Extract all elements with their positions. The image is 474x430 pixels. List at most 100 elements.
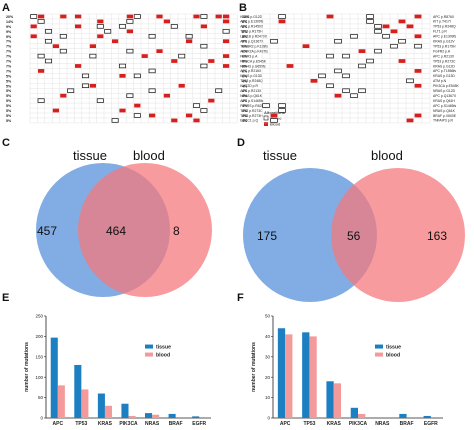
y-tick-label: 30 <box>265 354 271 359</box>
y-tick-label: 20 <box>265 375 271 380</box>
mutation-cell-blood <box>112 39 119 44</box>
y-tick-label: 250 <box>35 314 43 319</box>
mutation-cell-tissue <box>45 38 52 44</box>
y-tick-label: 0 <box>267 416 270 421</box>
bar-tissue <box>277 328 286 418</box>
panel-letter-f: F <box>237 292 244 304</box>
row-gene-label: FGFR3 p.A <box>240 54 258 58</box>
row-gene-label: APC p.T1556fs <box>433 69 456 73</box>
mutation-cell-tissue <box>96 24 104 29</box>
mutation-cell-tissue <box>133 14 141 19</box>
venn-d-right-count: 163 <box>427 229 447 243</box>
mutation-cell-tissue <box>89 53 97 59</box>
row-percent: 7% <box>6 55 12 59</box>
row-percent: 4% <box>242 89 248 93</box>
mutation-cell-tissue <box>133 73 141 79</box>
row-percent: 12% <box>242 15 250 19</box>
mutation-cell-tissue <box>334 68 342 74</box>
mutation-cell-blood <box>223 19 230 24</box>
mutation-cell-tissue <box>30 14 38 19</box>
mutation-cell-blood <box>97 34 104 39</box>
venn-d-blood-circle <box>331 168 465 302</box>
mutation-cell-tissue <box>126 93 134 98</box>
mutation-cell-tissue <box>278 14 286 19</box>
row-percent: 5% <box>6 84 12 88</box>
x-tick-label: PIK3CA <box>349 421 368 427</box>
mutation-cell-blood <box>358 49 366 53</box>
mutation-cell-blood <box>310 78 318 83</box>
mutation-cell-blood <box>186 113 193 118</box>
mutation-cell-tissue <box>59 34 67 39</box>
row-percent: 7% <box>6 69 12 73</box>
mutation-cell-tissue <box>45 58 52 64</box>
y-tick-label: 10 <box>265 395 271 400</box>
venn-c: tissue blood 457 464 8 <box>36 148 212 297</box>
row-gene-label: KMT2D p.R <box>240 84 258 88</box>
row-gene-label: APC p.Q1367X <box>433 94 457 98</box>
row-gene-label: NRAS p.Q61K <box>240 94 263 98</box>
row-gene-label: PIK3CA p.E545K <box>433 84 460 88</box>
mutation-cell-blood <box>223 39 230 44</box>
y-tick-label: 50 <box>38 395 44 400</box>
row-gene-label: ATM p.N <box>433 79 447 83</box>
mutation-cell-blood <box>223 14 230 19</box>
row-gene-label: LRP1B p.R2470X <box>240 35 268 39</box>
row-percent: 7% <box>6 40 12 44</box>
mutation-cell-blood <box>163 93 170 98</box>
mutation-cell-blood <box>126 14 133 19</box>
oncoprint-a: 20% KRAS p.G12D 14% APC p.E1309fs 9% APC p.R1… <box>6 13 286 127</box>
x-tick-label: PIK3CA <box>119 421 138 427</box>
mutation-cell-tissue <box>37 98 45 103</box>
legend-label-blood: blood <box>386 353 400 359</box>
row-gene-label: APC p.E1309fs <box>433 35 456 39</box>
mutation-cell-blood <box>223 54 230 58</box>
mutation-cell-blood <box>141 54 148 58</box>
row-percent: 5% <box>6 114 12 118</box>
bar-tissue <box>192 416 200 418</box>
mutation-cell-tissue <box>178 53 186 59</box>
mutation-cell-blood <box>119 74 126 78</box>
legend-label-tissue: tissue <box>156 345 171 351</box>
bar-tissue <box>145 413 153 418</box>
mutation-cell-blood <box>200 24 207 29</box>
row-percent: 5% <box>6 79 12 83</box>
mutation-cell-tissue <box>366 19 374 24</box>
row-percent: 4% <box>242 84 248 88</box>
venn-c-left-count: 457 <box>37 224 57 238</box>
mutation-cell-tissue <box>278 108 286 113</box>
mutation-cell-tissue <box>374 24 382 29</box>
row-gene-label: KRAS p.G12V <box>433 40 455 44</box>
row-gene-label: TGFBR2 p.K128fs <box>240 44 268 48</box>
venn-d-overlap-count: 56 <box>347 229 361 243</box>
row-gene-label: TP53 p.R273C <box>433 59 456 63</box>
row-gene-label: TP53 p.R248Q <box>240 79 263 83</box>
mutation-cell-tissue <box>215 88 223 93</box>
row-gene-label: KRAS p.G12D <box>240 15 262 19</box>
mutation-cell-blood <box>52 44 59 49</box>
row-percent: 5% <box>6 119 12 123</box>
mutation-cell-tissue <box>358 88 366 93</box>
legend-label-tissue: tissue <box>386 345 401 351</box>
mutation-cell-blood <box>326 14 334 19</box>
panel-letter-d: D <box>237 137 245 149</box>
mutation-cell-blood <box>414 34 422 39</box>
mutation-cell-tissue <box>148 34 156 39</box>
row-percent: 5% <box>6 89 12 93</box>
mutation-cell-blood <box>60 93 67 98</box>
mutation-cell-tissue <box>67 88 75 93</box>
mutation-cell-blood <box>171 59 178 63</box>
mutation-cell-blood <box>406 24 414 29</box>
row-gene-label: TP53 p.R248Q <box>433 25 456 29</box>
row-gene-label: APC p.Q1367X <box>240 40 264 44</box>
mutation-cell-tissue <box>148 88 156 93</box>
mutation-cell-tissue <box>126 19 134 24</box>
x-tick-label: EGFR <box>424 421 438 427</box>
mutation-cell-tissue <box>200 63 208 69</box>
row-gene-label: KIT p.T417I <box>433 20 451 24</box>
mutation-cell-blood <box>30 24 37 29</box>
row-percent: 5% <box>6 99 12 103</box>
mutation-cell-blood <box>208 59 215 63</box>
row-gene-label: TP53 p.R175H <box>240 30 263 34</box>
mutation-cell-blood <box>163 19 170 24</box>
mutation-cell-blood <box>398 59 406 63</box>
